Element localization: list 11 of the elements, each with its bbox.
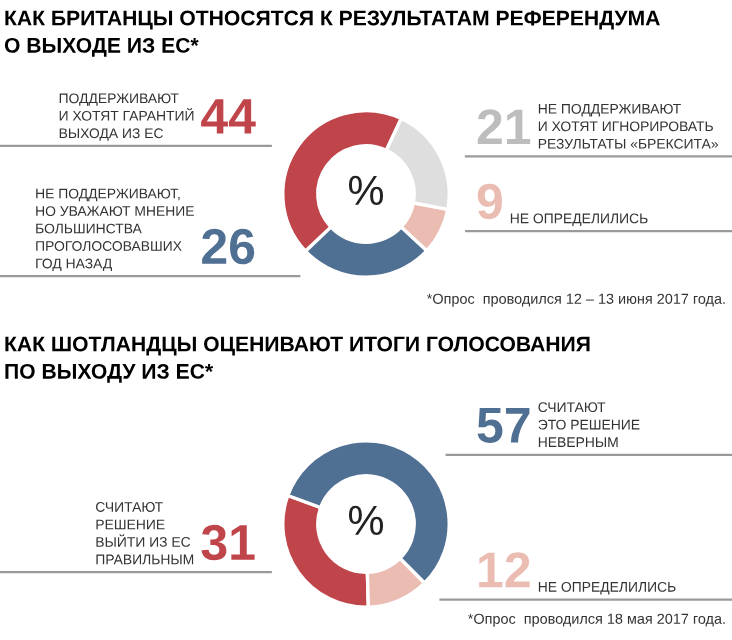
chart-title: КАК ШОТЛАНДЦЫ ОЦЕНИВАЮТ ИТОГИ ГОЛОСОВАНИЯ ПО ВЫХОДУ ИЗ ЕС* — [5, 336, 590, 383]
data-label: 44 — [201, 99, 256, 134]
data-label: 21 — [477, 109, 531, 145]
text: % — [348, 175, 384, 206]
chart-title: КАК БРИТАНЦЫ ОТНОСЯТСЯ К РЕЗУЛЬТАТАМ РЕФЕРЕНДУМА О ВЫХОДЕ ИЗ ЕС* — [4, 10, 660, 57]
text: % — [348, 505, 384, 536]
data-label: 31 — [201, 524, 255, 561]
data-label: 57 — [477, 408, 530, 443]
data-label: 26 — [202, 228, 255, 265]
data-label: 9 — [477, 183, 502, 220]
data-label: 12 — [479, 552, 530, 588]
